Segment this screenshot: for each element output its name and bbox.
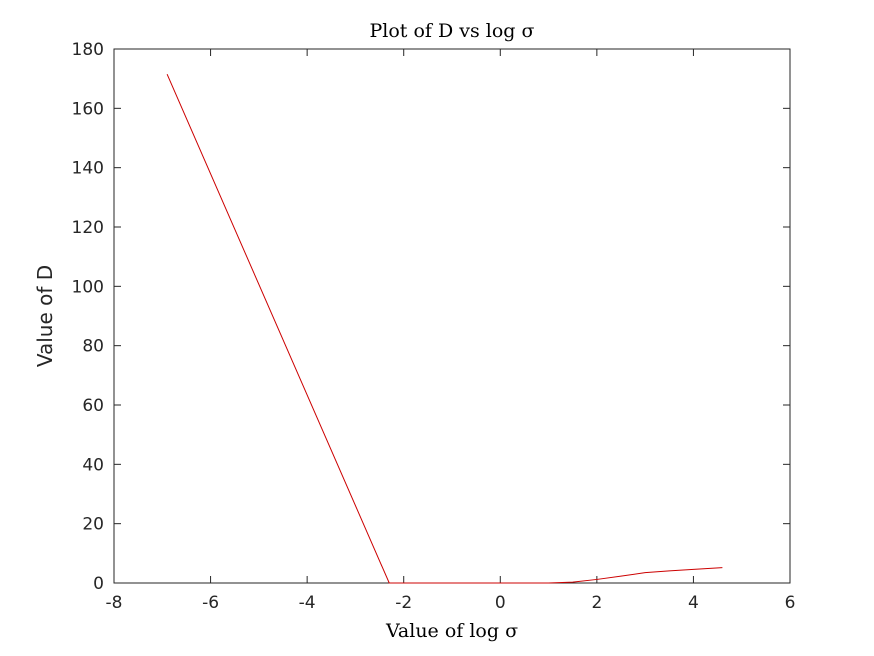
x-axis-label: Value of log σ <box>385 620 518 642</box>
y-tick-label: 20 <box>82 515 104 535</box>
y-tick-label: 80 <box>82 337 104 357</box>
plot-area <box>113 48 791 584</box>
x-tick-label: -6 <box>202 593 219 613</box>
x-tick-label: 0 <box>495 593 506 613</box>
x-tick-label: -4 <box>299 593 316 613</box>
y-tick-label: 40 <box>82 455 104 475</box>
y-tick-label: 0 <box>93 574 104 594</box>
x-tick-label: -2 <box>395 593 412 613</box>
x-tick-label: 4 <box>688 593 699 613</box>
y-tick-label: 180 <box>72 40 104 60</box>
series-layer <box>166 74 723 584</box>
x-tick-label: -8 <box>106 593 123 613</box>
y-tick-label: 120 <box>72 218 104 238</box>
y-tick-label: 160 <box>72 99 104 119</box>
y-axis-label: Value of D <box>33 265 57 367</box>
x-tick-label: 2 <box>591 593 602 613</box>
x-tick-label: 6 <box>785 593 796 613</box>
chart-title: Plot of D vs log σ <box>370 20 535 42</box>
y-tick-label: 140 <box>72 159 104 179</box>
y-tick-label: 100 <box>72 277 104 297</box>
y-tick-label: 60 <box>82 396 104 416</box>
series-line <box>166 74 723 584</box>
